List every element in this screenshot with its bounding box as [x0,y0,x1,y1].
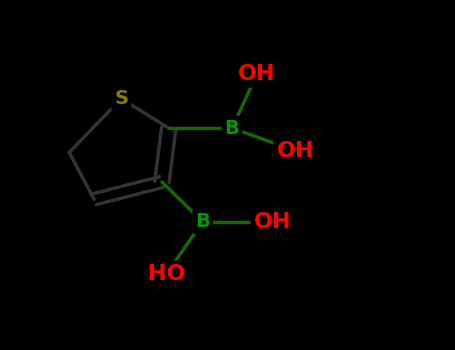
Text: OH: OH [238,64,276,84]
Text: OH: OH [277,141,314,161]
Text: B: B [195,212,210,231]
Text: B: B [225,119,239,138]
Text: S: S [114,89,128,108]
Text: OH: OH [254,212,292,232]
Text: HO: HO [148,264,185,284]
